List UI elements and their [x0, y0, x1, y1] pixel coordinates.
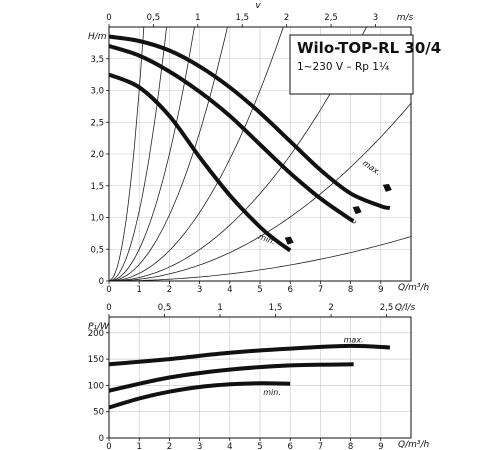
- system-curve: [109, 236, 411, 281]
- curve-annotation: max.: [344, 335, 364, 344]
- top-tick-label: 1: [195, 13, 200, 23]
- x-axis-label: Q/m³/h: [398, 440, 430, 450]
- chart-title: Wilo-TOP-RL 30/4: [297, 39, 441, 57]
- top-axis-unit: m/s: [397, 13, 414, 23]
- series-line: [108, 343, 390, 367]
- y-tick-label: 0,5: [90, 245, 104, 255]
- curve-annotation: min.: [263, 388, 281, 397]
- x-tick-label: 4: [227, 442, 232, 450]
- head-chart: 0 1 2 3 4 5 6 7 8 9 Q/m³/h 0 0,5 1 1,5 2 2,5 3 v m/s 0 0,5 1,0…: [88, 1, 430, 295]
- x-tick-label: 2: [167, 442, 172, 450]
- system-curve: [109, 102, 411, 281]
- system-curve: [109, 27, 167, 281]
- y-tick-label: 100: [88, 381, 104, 391]
- curve-end-marker: [284, 236, 294, 245]
- x-tick-label: 0: [106, 442, 111, 450]
- top-tick-label: 0,5: [158, 303, 172, 313]
- top-tick-label: 2: [328, 303, 333, 313]
- x-tick-label: 9: [378, 442, 383, 450]
- x-tick-label: 2: [167, 285, 172, 295]
- x-tick-label: 7: [318, 285, 323, 295]
- x-tick-label: 0: [106, 285, 111, 295]
- curve-end-marker: [352, 206, 362, 215]
- series-line: [108, 44, 356, 224]
- x-tick-label: 8: [348, 285, 353, 295]
- top-tick-label: 1: [217, 303, 222, 313]
- curve-end-marker: [382, 183, 392, 192]
- y-tick-label: 2,5: [90, 118, 104, 128]
- x-tick-label: 1: [136, 285, 141, 295]
- system-curve: [109, 27, 284, 281]
- title-box-frame: [289, 34, 414, 95]
- x-tick-label: 9: [378, 285, 383, 295]
- title-box: Wilo-TOP-RL 30/4 1~230 V – Rp 1¼: [289, 34, 441, 95]
- y-tick-label: 3,5: [90, 55, 104, 65]
- chart-subtitle: 1~230 V – Rp 1¼: [297, 61, 389, 73]
- top-tick-label: 1,5: [269, 303, 283, 313]
- top-tick-label: 2,5: [324, 13, 338, 23]
- x-axis-label: Q/m³/h: [398, 283, 430, 293]
- y-tick-label: 1,0: [90, 214, 104, 224]
- top-tick-label: 1,5: [235, 13, 249, 23]
- x-tick-label: 1: [136, 442, 141, 450]
- x-tick-label: 5: [257, 442, 262, 450]
- x-tick-label: 8: [348, 442, 353, 450]
- y-tick-label: 200: [88, 329, 104, 339]
- curve-annotation: max.: [361, 158, 383, 177]
- power-chart: 0 1 2 3 4 5 6 7 8 9 Q/m³/h 0 0,5 1 1,5 2 2,5 Q/l/s 0 50 100 1…: [88, 303, 430, 450]
- y-tick-label: 50: [93, 408, 104, 418]
- series-line: [108, 381, 291, 410]
- x-tick-label: 4: [227, 285, 232, 295]
- x-tick-label: 6: [287, 442, 292, 450]
- top-axis-unit: Q/l/s: [395, 303, 416, 313]
- x-tick-label: 6: [287, 285, 292, 295]
- x-tick-label: 3: [197, 285, 202, 295]
- system-curve: [109, 27, 145, 281]
- top-tick-label: 0: [106, 303, 111, 313]
- y-tick-label: 3,0: [90, 87, 104, 97]
- top-tick-label: 2: [284, 13, 289, 23]
- y-axis-label: P₁/W: [88, 322, 110, 332]
- top-tick-label: 0: [106, 13, 111, 23]
- y-tick-label: 2,0: [90, 150, 104, 160]
- x-tick-label: 5: [257, 285, 262, 295]
- x-tick-label: 7: [318, 442, 323, 450]
- y-tick-label: 0: [99, 434, 104, 444]
- x-tick-label: 3: [197, 442, 202, 450]
- top-tick-label: 2,5: [380, 303, 394, 313]
- y-tick-label: 0: [99, 277, 104, 287]
- y-tick-label: 1,5: [90, 182, 104, 192]
- y-axis-label: H/m: [88, 32, 107, 42]
- top-axis-label: v: [255, 1, 261, 11]
- top-tick-label: 0,5: [147, 13, 161, 23]
- system-curve: [109, 27, 228, 281]
- system-curve: [109, 27, 195, 281]
- top-tick-label: 3: [373, 13, 378, 23]
- series-line: [108, 72, 292, 253]
- series-line: [108, 362, 354, 393]
- series-line: [108, 34, 391, 210]
- y-tick-label: 150: [88, 355, 104, 365]
